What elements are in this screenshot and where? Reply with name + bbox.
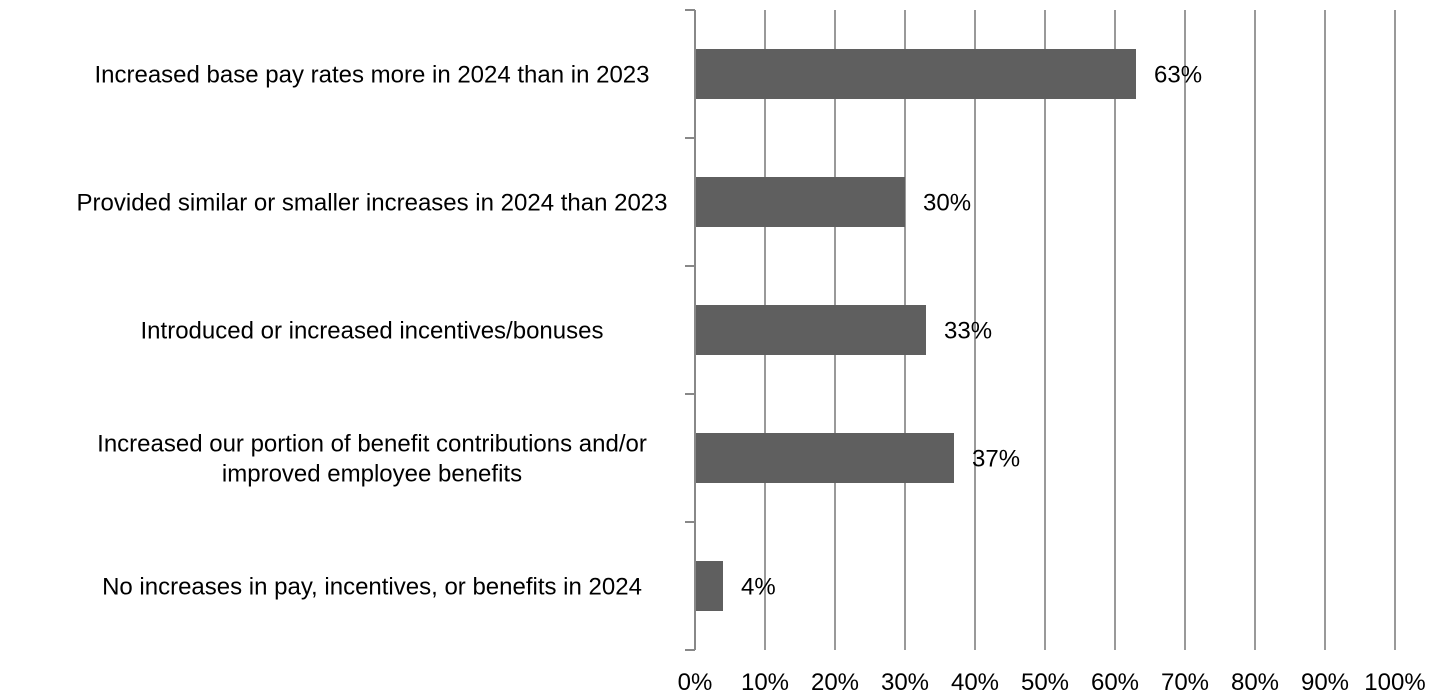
data-label-1: 63% — [1154, 61, 1202, 88]
x-tick-label-40: 40% — [951, 669, 999, 696]
bar-3 — [695, 305, 926, 355]
x-tick-label-60: 60% — [1091, 669, 1139, 696]
data-labels: 63% 30% 33% 37% 4% — [741, 61, 1202, 600]
bar-1 — [695, 49, 1136, 99]
category-labels: Increased base pay rates more in 2024 th… — [77, 61, 668, 600]
data-label-3: 33% — [944, 317, 992, 344]
x-tick-label-30: 30% — [881, 669, 929, 696]
gridlines — [764, 10, 1396, 650]
x-axis-tick-labels: 0% 10% 20% 30% 40% 50% 60% 70% 80% 90% 100% — [678, 669, 1426, 696]
x-tick-label-0: 0% — [678, 669, 713, 696]
category-label-2: Provided similar or smaller increases in… — [77, 189, 668, 216]
data-label-2: 30% — [923, 189, 971, 216]
category-label-1: Increased base pay rates more in 2024 th… — [94, 61, 649, 88]
x-tick-label-90: 90% — [1301, 669, 1349, 696]
x-tick-label-80: 80% — [1231, 669, 1279, 696]
bar-5 — [695, 561, 723, 611]
x-tick-label-100: 100% — [1364, 669, 1425, 696]
x-tick-label-20: 20% — [811, 669, 859, 696]
y-axis — [685, 9, 696, 651]
x-tick-label-70: 70% — [1161, 669, 1209, 696]
x-tick-label-50: 50% — [1021, 669, 1069, 696]
category-label-5: No increases in pay, incentives, or bene… — [102, 573, 642, 600]
bars — [695, 49, 1136, 611]
category-label-4: improved employee benefits — [222, 460, 522, 487]
bar-2 — [695, 177, 905, 227]
bar-4 — [695, 433, 954, 483]
category-label-3: Introduced or increased incentives/bonus… — [141, 317, 604, 344]
data-label-5: 4% — [741, 573, 776, 600]
data-label-4: 37% — [972, 445, 1020, 472]
category-label-4: Increased our portion of benefit contrib… — [97, 430, 647, 457]
x-tick-label-10: 10% — [741, 669, 789, 696]
